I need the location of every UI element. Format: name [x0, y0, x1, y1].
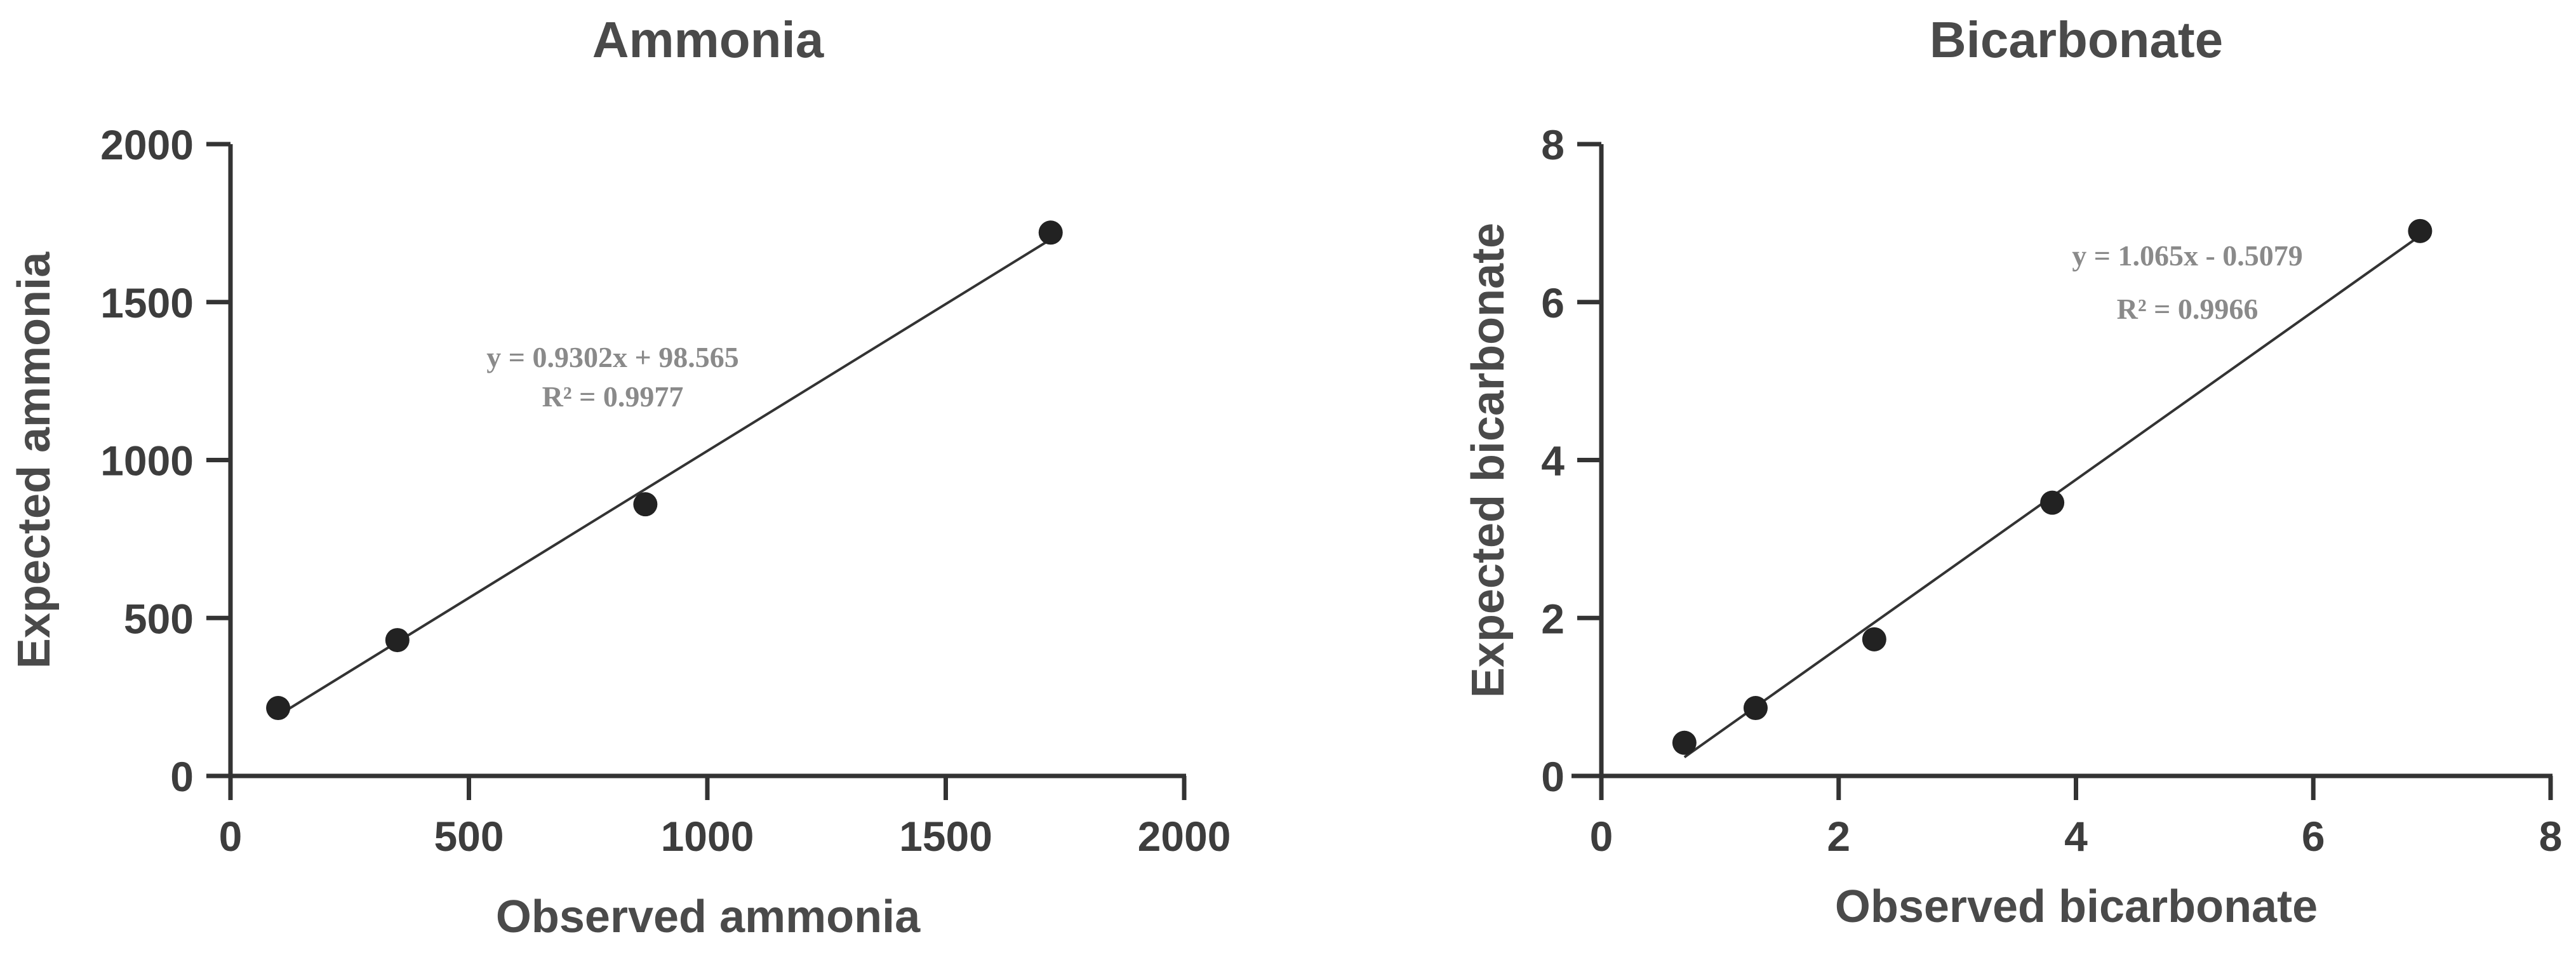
x-tick-label: 4 [2064, 813, 2088, 860]
data-point [1862, 627, 1886, 651]
y-tick-label: 0 [170, 753, 194, 800]
x-tick-label: 2 [1827, 813, 1850, 860]
data-points [266, 220, 1063, 721]
r-squared: R² = 0.9977 [542, 380, 684, 413]
y-axis-label: Expected ammonia [9, 251, 60, 669]
x-tick-label: 2000 [1138, 813, 1231, 860]
y-axis-label: Expected bicarbonate [1463, 223, 1514, 698]
data-point [1672, 730, 1697, 755]
x-tick-label: 0 [1590, 813, 1613, 860]
data-point [633, 492, 658, 517]
x-tick-label: 0 [219, 813, 243, 860]
chart-title: Bicarbonate [1930, 11, 2223, 68]
data-points [1672, 218, 2433, 755]
y-tick-label: 2000 [100, 121, 194, 168]
data-point [2408, 218, 2433, 243]
x-tick-label: 6 [2302, 813, 2325, 860]
fit-equation: y = 1.065x - 0.5079 [2072, 239, 2303, 272]
y-tick-label: 1000 [100, 437, 194, 484]
x-tick-label: 500 [434, 813, 504, 860]
y-tick-label: 500 [124, 595, 194, 642]
y-tick-label: 4 [1541, 437, 1565, 484]
data-point [1038, 220, 1063, 245]
y-tick-label: 0 [1541, 753, 1565, 800]
fit-equation: y = 0.9302x + 98.565 [486, 341, 738, 373]
r-squared: R² = 0.9966 [2117, 293, 2259, 325]
x-axis-label: Observed bicarbonate [1835, 881, 2318, 932]
axes: 0 500 1000 1500 2000 0 500 1000 1500 2000 [100, 121, 1231, 860]
data-point [2040, 490, 2065, 515]
chart-title: Ammonia [592, 11, 824, 68]
x-tick-label: 8 [2539, 813, 2563, 860]
data-point [1743, 696, 1768, 721]
data-point [266, 696, 291, 721]
x-axis-label: Observed ammonia [496, 892, 921, 942]
y-tick-label: 6 [1541, 279, 1565, 326]
y-tick-label: 8 [1541, 121, 1565, 168]
x-tick-label: 1500 [899, 813, 992, 860]
data-point [385, 628, 410, 653]
y-tick-label: 2 [1541, 595, 1565, 642]
y-tick-label: 1500 [100, 279, 194, 326]
x-tick-label: 1000 [661, 813, 754, 860]
axes: 0 2 4 6 8 0 2 4 6 8 [1541, 121, 2562, 860]
